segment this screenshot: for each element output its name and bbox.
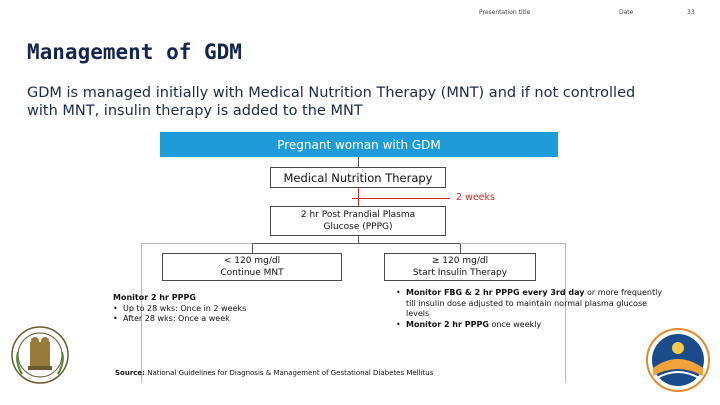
right-notes: Monitor FBG & 2 hr PPPG every 3rd day or… xyxy=(396,288,668,330)
left-notes-item: After 28 wks: Once a week xyxy=(113,314,303,325)
low-glucose-action: Continue MNT xyxy=(220,268,284,278)
high-glucose-threshold: ≥ 120 mg/dl xyxy=(431,256,489,266)
left-rail-top xyxy=(141,243,252,244)
mnt-label: Medical Nutrition Therapy xyxy=(283,170,433,185)
root-label: Pregnant woman with GDM xyxy=(277,137,441,152)
connector-right xyxy=(460,243,461,253)
left-notes-item: Up to 28 wks: Once in 2 weeks xyxy=(113,304,303,315)
interval-label: 2 weeks xyxy=(456,192,495,203)
pppg-label-line2: Glucose (PPPG) xyxy=(323,222,393,232)
page-title: Management of GDM xyxy=(27,40,242,64)
presentation-title: Presentation title xyxy=(479,9,531,16)
right-notes-item1-rest: or more frequently till insulin dose adj… xyxy=(406,288,663,318)
mnt-box: Medical Nutrition Therapy xyxy=(270,167,446,188)
connector-left xyxy=(252,243,253,253)
connector-pppg-split xyxy=(358,236,359,243)
right-notes-item1-bold: Monitor FBG & 2 hr PPPG every 3rd day xyxy=(406,288,585,297)
page-number: 33 xyxy=(687,9,695,16)
state-emblem-logo xyxy=(10,322,70,396)
high-glucose-action: Start Insulin Therapy xyxy=(412,268,508,278)
pppg-box: 2 hr Post Prandial Plasma Glucose (PPPG) xyxy=(270,206,446,236)
source-label: Source: xyxy=(115,369,145,377)
low-glucose-threshold: < 120 mg/dl xyxy=(223,256,281,266)
right-notes-item: Monitor 2 hr PPPG once weekly xyxy=(396,320,668,331)
left-notes: Monitor 2 hr PPPG Up to 28 wks: Once in … xyxy=(113,293,303,325)
right-rail-top xyxy=(460,243,565,244)
source-text: National Guidelines for Diagnosis & Mana… xyxy=(144,369,434,377)
right-notes-item2-bold: Monitor 2 hr PPPG xyxy=(406,319,489,329)
low-glucose-box: < 120 mg/dl Continue MNT xyxy=(162,253,342,281)
interval-line xyxy=(358,188,359,206)
left-notes-heading: Monitor 2 hr PPPG xyxy=(113,293,196,302)
connector-root-mnt xyxy=(358,157,359,167)
interval-bar xyxy=(352,198,450,199)
source-note: Source: National Guidelines for Diagnosi… xyxy=(115,369,433,377)
high-glucose-box: ≥ 120 mg/dl Start Insulin Therapy xyxy=(384,253,536,281)
date-label: Date xyxy=(619,9,634,16)
circular-org-logo xyxy=(641,320,715,402)
root-box: Pregnant woman with GDM xyxy=(160,132,558,157)
right-notes-item2-rest: once weekly xyxy=(488,319,542,329)
right-notes-item: Monitor FBG & 2 hr PPPG every 3rd day or… xyxy=(396,288,668,320)
pppg-label-line1: 2 hr Post Prandial Plasma xyxy=(300,210,416,220)
intro-text: GDM is managed initially with Medical Nu… xyxy=(27,85,636,119)
connector-branch xyxy=(252,243,461,244)
